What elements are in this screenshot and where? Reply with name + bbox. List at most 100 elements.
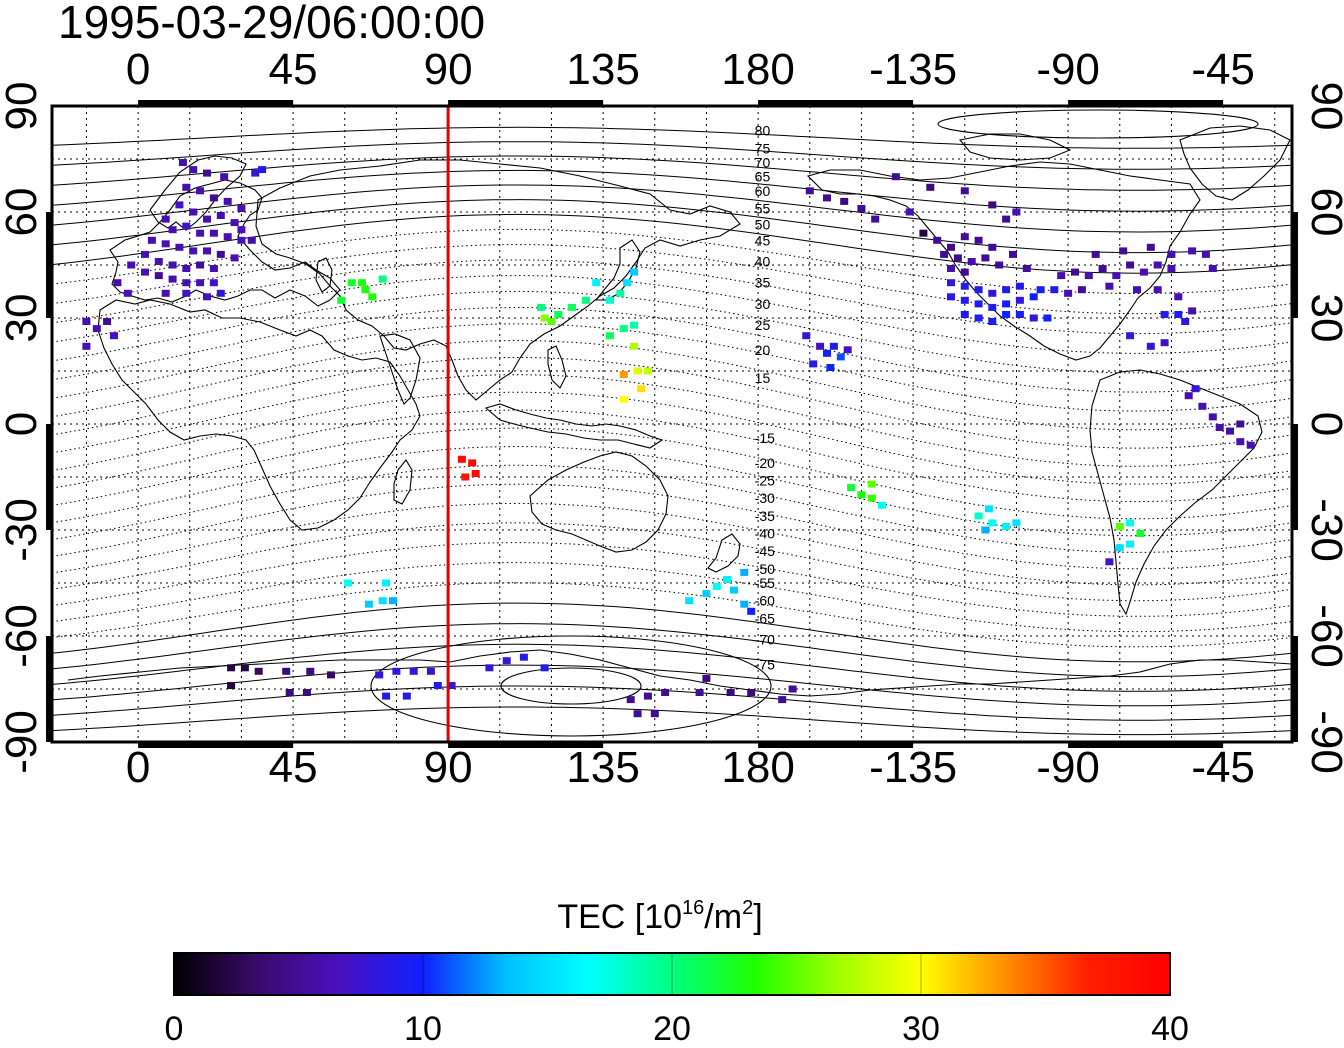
- tec-point: [519, 653, 528, 661]
- tec-point: [643, 367, 652, 375]
- tec-point: [616, 289, 625, 297]
- axis-bar-segment: [46, 636, 51, 742]
- tec-point: [730, 586, 738, 594]
- tec-point: [1181, 318, 1190, 325]
- tec-point: [447, 682, 456, 689]
- tec-point: [1246, 441, 1255, 449]
- x-tick-label-bottom: -90: [1036, 743, 1100, 792]
- tec-point: [871, 215, 880, 223]
- tec-point: [161, 289, 170, 297]
- contour-label: 75: [755, 140, 771, 156]
- x-tick-label-top: 135: [566, 45, 639, 94]
- tec-point: [209, 265, 218, 272]
- axis-bar-segment: [1293, 212, 1298, 318]
- contour-label: -40: [755, 526, 775, 542]
- tec-point: [196, 261, 205, 269]
- tec-point: [995, 261, 1004, 269]
- contour-label: -15: [755, 430, 775, 446]
- tec-point: [141, 268, 149, 276]
- tec-point: [378, 597, 387, 605]
- tec-point: [988, 243, 997, 251]
- tec-point: [223, 197, 232, 205]
- contour-line: [52, 126, 1292, 149]
- tec-point: [1146, 342, 1155, 350]
- coast-australia: [529, 451, 669, 553]
- tec-point: [1036, 286, 1045, 294]
- y-tick-label-left: 60: [0, 188, 46, 237]
- y-tick-label-right: -60: [1302, 604, 1344, 668]
- tec-point: [196, 187, 205, 195]
- x-tick-label-top: 0: [126, 45, 150, 94]
- axis-bar-segment: [46, 212, 51, 318]
- contour-label: -60: [755, 593, 775, 609]
- tec-point: [1029, 293, 1038, 301]
- coast-new-zealand: [707, 533, 741, 573]
- contour-label: 50: [755, 216, 771, 232]
- tec-point: [103, 318, 112, 325]
- contour-label: -35: [755, 508, 775, 524]
- coast-south-america: [1089, 369, 1263, 616]
- tec-point: [947, 279, 955, 287]
- colorbar-ticks: 0 10 20 30 40: [165, 953, 1189, 1048]
- tec-point: [161, 215, 170, 223]
- tec-point: [220, 173, 229, 181]
- tec-point: [254, 667, 263, 675]
- colorbar-tick-label: 10: [404, 1010, 442, 1048]
- x-tick-label-bottom: 180: [721, 743, 794, 792]
- tec-point: [1057, 272, 1066, 280]
- grid-lines: [52, 106, 1292, 742]
- tec-point: [826, 364, 835, 371]
- tec-point: [537, 303, 546, 311]
- contour-line: [52, 664, 1292, 707]
- tec-point: [1126, 540, 1135, 548]
- tec-point: [661, 689, 670, 696]
- tec-point: [878, 501, 887, 509]
- x-tick-label-top: 90: [424, 45, 473, 94]
- colorbar-bar: [173, 952, 1171, 996]
- tec-point: [623, 279, 632, 287]
- tec-point: [141, 250, 149, 258]
- tec-point: [1105, 282, 1114, 290]
- tec-point: [1002, 311, 1011, 318]
- tec-point: [702, 674, 711, 682]
- tec-point: [1098, 265, 1107, 272]
- tec-point: [747, 689, 756, 696]
- coast-asia: [255, 159, 741, 401]
- contour-label: -20: [755, 455, 775, 471]
- coast-north-america: [806, 161, 1201, 361]
- tec-point: [1009, 250, 1017, 258]
- contour-label: 20: [755, 342, 771, 358]
- tec-point: [237, 236, 246, 244]
- tec-point: [282, 667, 291, 675]
- tec-point: [947, 293, 955, 301]
- contour-label: 35: [755, 275, 771, 291]
- tec-point: [368, 293, 377, 301]
- contour-label: 45: [755, 232, 771, 248]
- tec-point: [1084, 272, 1093, 280]
- tec-point: [809, 360, 818, 368]
- tec-point: [1226, 427, 1234, 435]
- tec-point: [606, 332, 614, 340]
- tec-point: [1198, 402, 1207, 410]
- tec-point: [216, 289, 225, 297]
- tec-point: [82, 318, 91, 325]
- tec-point: [306, 667, 315, 675]
- tec-point: [344, 579, 353, 587]
- x-tick-label-bottom: 45: [269, 743, 318, 792]
- y-tick-label-right: 90: [1302, 82, 1344, 131]
- tec-point: [1191, 385, 1200, 393]
- contour-line: [52, 391, 1292, 485]
- tec-point: [1126, 519, 1135, 527]
- tec-point: [1022, 265, 1031, 272]
- tec-point: [196, 229, 205, 237]
- tec-point: [829, 342, 838, 350]
- tec-point: [988, 303, 997, 311]
- tec-point: [1126, 332, 1135, 340]
- tec-point: [182, 279, 191, 287]
- tec-point: [926, 183, 935, 191]
- tec-point: [637, 385, 645, 393]
- tec-point: [402, 692, 411, 700]
- tec-point: [364, 600, 373, 608]
- tec-point: [988, 289, 997, 297]
